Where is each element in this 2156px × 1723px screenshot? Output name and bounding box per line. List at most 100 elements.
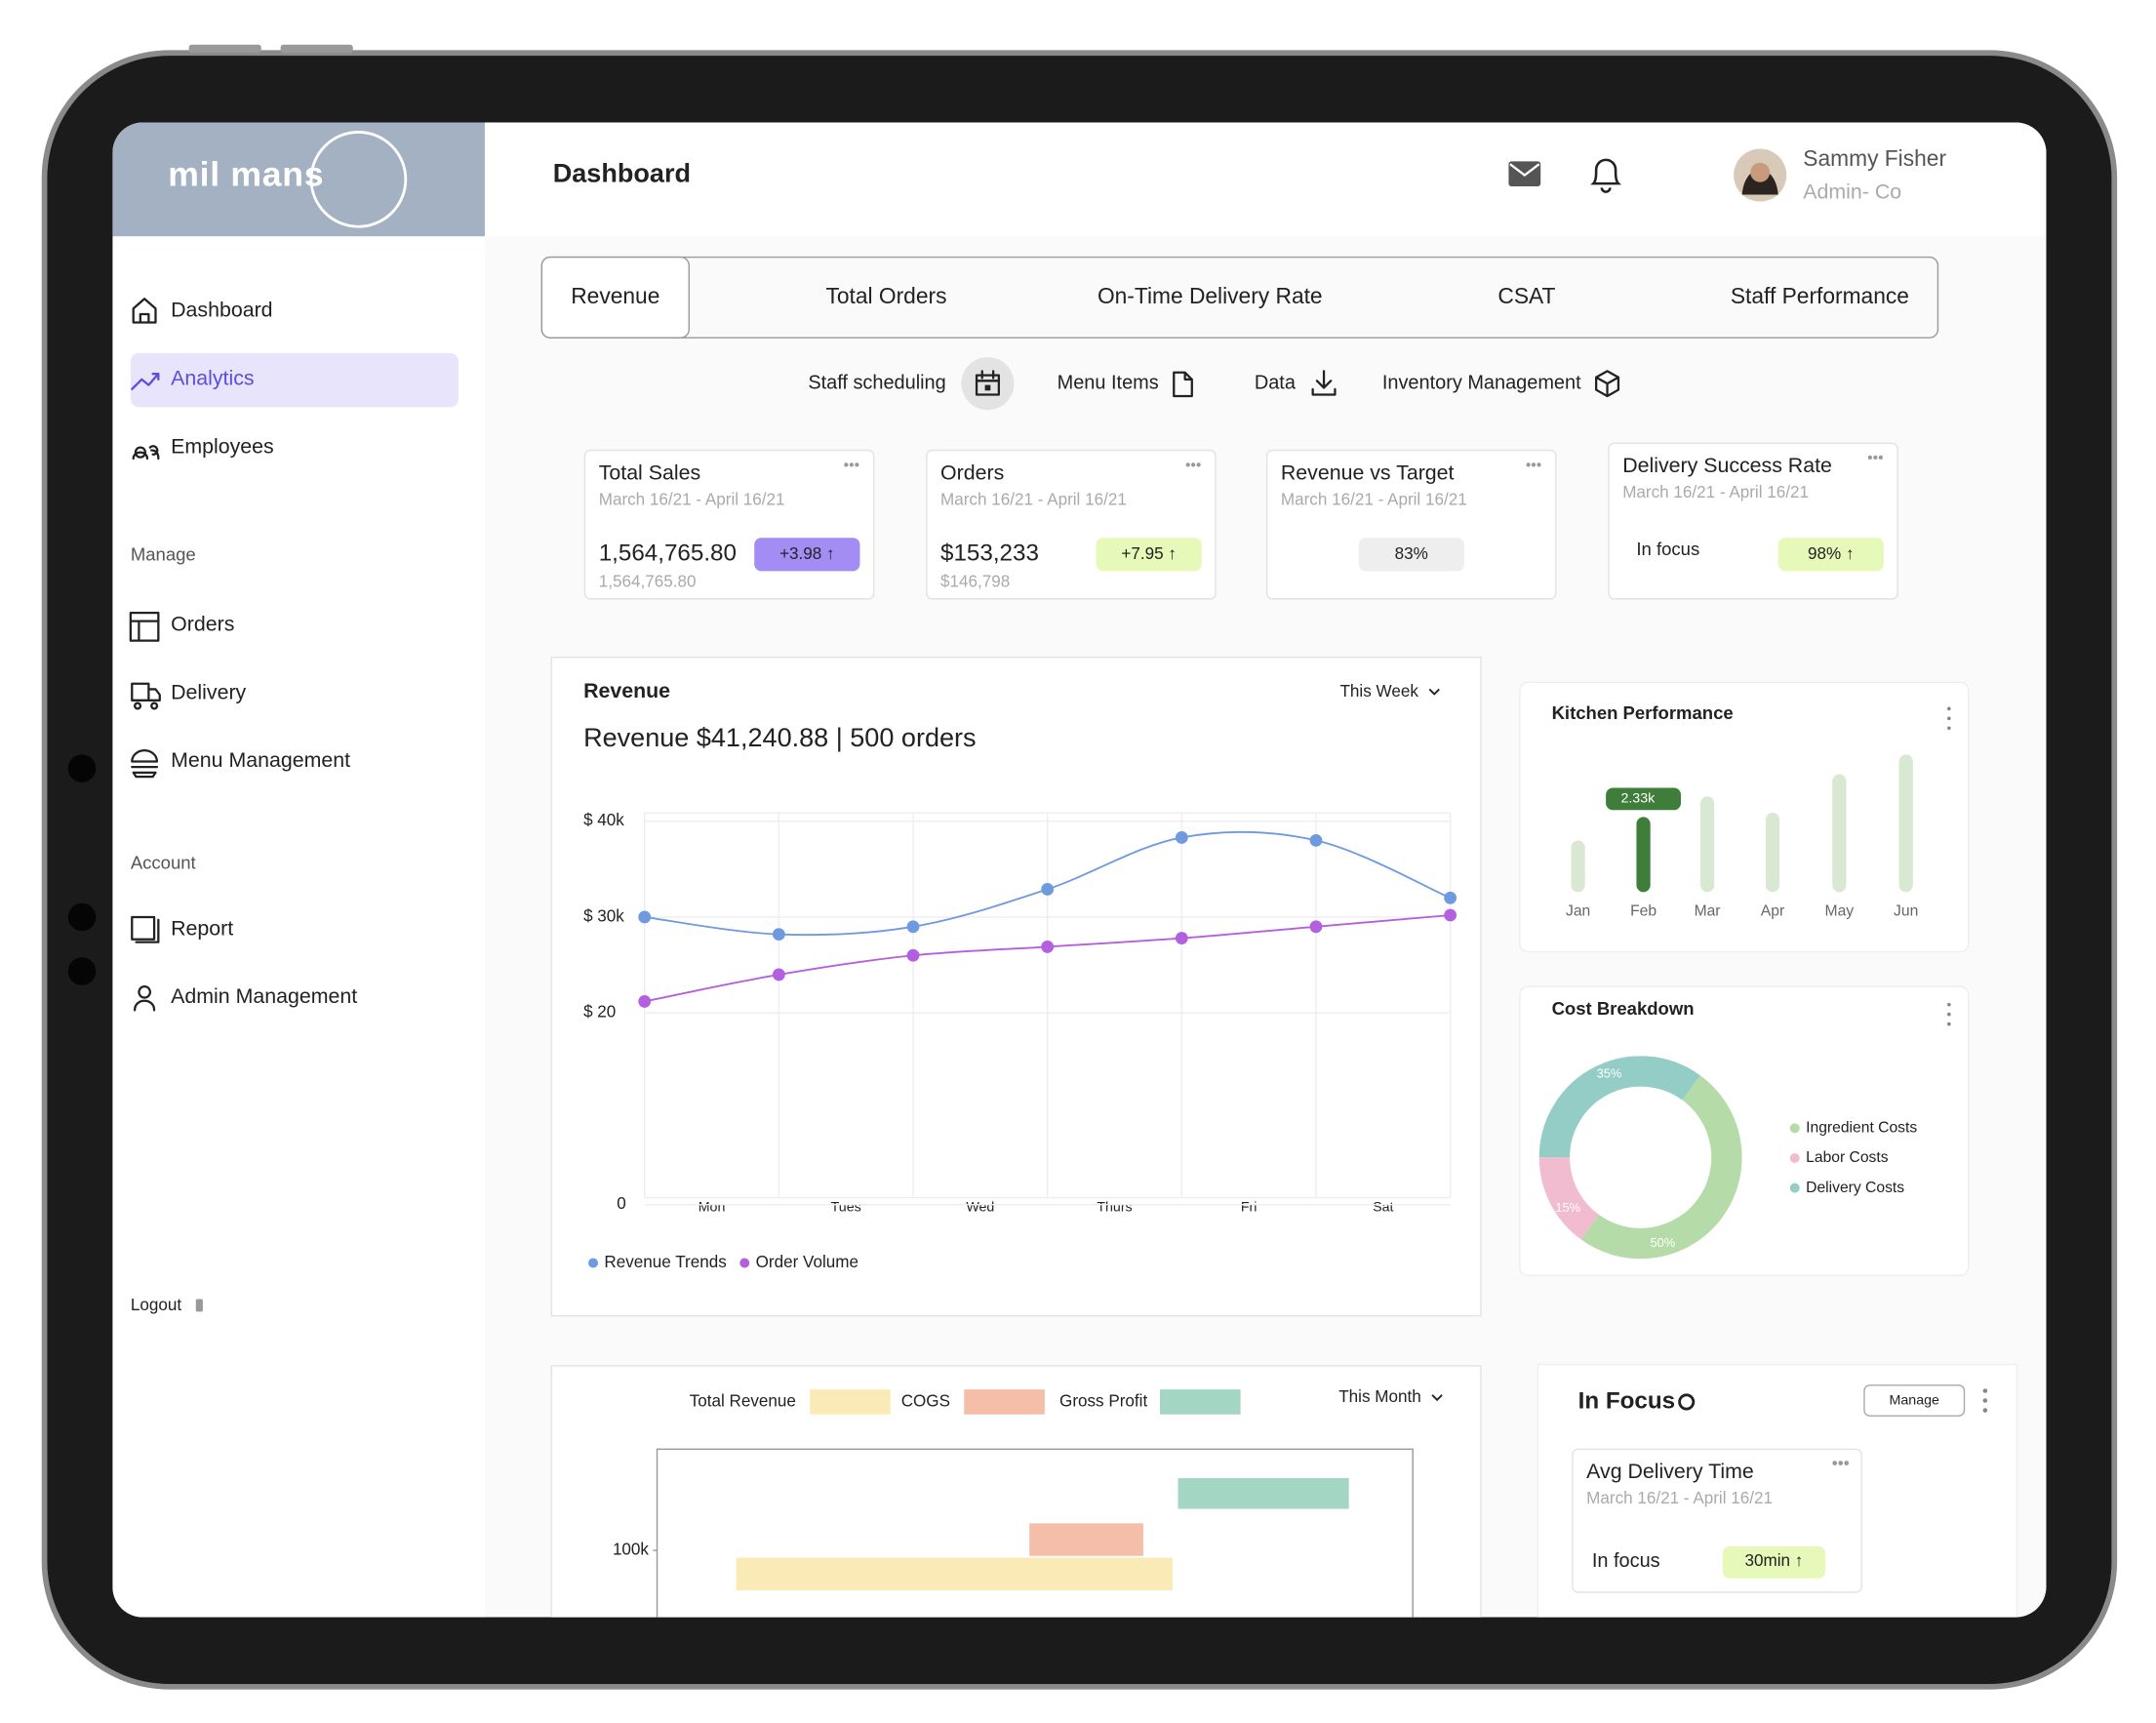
kpi-card xyxy=(1265,449,1557,600)
nav-item[interactable]: Analytics xyxy=(171,367,254,390)
x-tick-label: Tues xyxy=(831,1199,861,1215)
more[interactable]: ••• xyxy=(1867,450,1883,466)
more[interactable]: ••• xyxy=(1832,1455,1850,1473)
section-label: Account xyxy=(131,853,196,873)
bar xyxy=(1832,774,1847,893)
legend-label: COGS xyxy=(901,1391,950,1410)
menu-dot[interactable] xyxy=(1982,1388,1988,1393)
x-tick-label: Thurs xyxy=(1097,1199,1132,1215)
kpi-value: 1,564,765.80 xyxy=(599,541,737,567)
badge-text: +3.98 ↑ xyxy=(779,544,835,563)
bar xyxy=(1636,817,1651,893)
nav-item[interactable]: Admin Management xyxy=(171,984,357,1008)
tool[interactable]: Menu Items xyxy=(1058,372,1159,393)
x-tick-label: May xyxy=(1825,902,1855,919)
x-tick-label: Wed xyxy=(966,1199,994,1215)
badge-text: 30min ↑ xyxy=(1745,1551,1804,1570)
x-tick-label: Apr xyxy=(1761,902,1784,919)
tool[interactable]: Data xyxy=(1255,372,1297,393)
badge-text: 83% xyxy=(1395,544,1428,563)
chart-title: Kitchen Performance xyxy=(1552,702,1734,723)
kpi-label: In focus xyxy=(1636,539,1699,559)
legend-label: Labor Costs xyxy=(1806,1149,1889,1166)
manage-button[interactable] xyxy=(1863,1384,1966,1417)
badge xyxy=(1358,538,1464,572)
legend-dot xyxy=(1789,1182,1800,1193)
range-bar xyxy=(1178,1477,1349,1509)
box-icon xyxy=(1595,370,1620,398)
more[interactable]: ••• xyxy=(1526,457,1541,473)
logout[interactable]: Logout xyxy=(131,1296,181,1314)
tab[interactable]: Total Orders xyxy=(825,283,946,308)
point xyxy=(638,910,652,924)
nav-item[interactable]: Employees xyxy=(171,434,274,458)
x-tick-label: Jun xyxy=(1894,902,1918,919)
nav-item[interactable]: Orders xyxy=(171,613,234,636)
nav-item[interactable]: Dashboard xyxy=(171,299,272,322)
calendar-dot xyxy=(984,384,991,391)
nav-item[interactable]: Menu Management xyxy=(171,748,350,772)
more[interactable]: ••• xyxy=(844,457,859,473)
x-tick-label: Mar xyxy=(1695,902,1721,919)
sensor xyxy=(67,957,97,985)
kitchen-card xyxy=(1519,681,1970,953)
calendar-icon xyxy=(975,370,1000,396)
bell-icon[interactable] xyxy=(1590,158,1622,193)
y-tick-label: $ 40k xyxy=(583,811,624,829)
bar xyxy=(1898,754,1913,893)
legend-label: Total Revenue xyxy=(690,1391,796,1410)
legend-label: Gross Profit xyxy=(1059,1391,1147,1410)
tab[interactable]: Revenue xyxy=(571,283,659,308)
slice-label: 35% xyxy=(1597,1065,1622,1080)
kpi-title: Revenue vs Target xyxy=(1281,461,1455,484)
menu-dot xyxy=(1946,716,1951,721)
legend-swatch xyxy=(810,1389,891,1415)
legend-swatch xyxy=(964,1389,1045,1415)
screen: mil mans Dashboard Analytics Employees M… xyxy=(112,122,2047,1618)
more[interactable]: ••• xyxy=(1185,457,1201,473)
file-icon xyxy=(1173,371,1193,398)
tab[interactable]: CSAT xyxy=(1497,283,1555,308)
tab[interactable]: On-Time Delivery Rate xyxy=(1098,283,1323,308)
report-icon xyxy=(131,915,160,943)
manage-label[interactable]: Manage xyxy=(1890,1392,1939,1408)
home-icon xyxy=(132,298,157,324)
badge xyxy=(754,538,860,572)
legend-label: Delivery Costs xyxy=(1806,1180,1904,1196)
point xyxy=(1041,941,1055,953)
donut-slice xyxy=(1538,1156,1600,1240)
nav-item[interactable]: Delivery xyxy=(171,680,246,703)
tool[interactable]: Inventory Management xyxy=(1382,372,1581,393)
period-select[interactable]: This Month xyxy=(1338,1387,1420,1406)
mail-flap xyxy=(1509,163,1540,177)
x-tick-label: Fri xyxy=(1241,1199,1258,1215)
focus-card-label: In focus xyxy=(1592,1550,1660,1572)
slice-label: 50% xyxy=(1651,1235,1676,1250)
kpi-date: March 16/21 - April 16/21 xyxy=(599,490,785,508)
range-bar xyxy=(1029,1523,1143,1556)
period-select[interactable]: This Week xyxy=(1340,682,1419,701)
chevron xyxy=(1431,1394,1443,1402)
legend-dot xyxy=(739,1258,750,1268)
value-label: 2.33k xyxy=(1620,791,1656,807)
bar xyxy=(1571,840,1585,893)
section-label: Manage xyxy=(131,544,196,565)
tool[interactable]: Staff scheduling xyxy=(808,372,945,393)
nav-item[interactable]: Report xyxy=(171,916,233,940)
chart-title: Revenue xyxy=(583,679,670,702)
legend-label: Order Volume xyxy=(756,1253,858,1271)
tool-icon-bg xyxy=(961,357,1015,411)
donut-slice xyxy=(1580,1075,1742,1259)
logout-icon xyxy=(195,1299,203,1312)
nav-active-bg xyxy=(130,352,459,408)
kpi-sub: 1,564,765.80 xyxy=(599,572,697,590)
point xyxy=(1309,833,1323,847)
value-label-bg xyxy=(1606,787,1682,811)
device-button xyxy=(280,44,353,54)
badge-text: +7.95 ↑ xyxy=(1121,544,1177,563)
orders-icon xyxy=(129,611,160,642)
menu-dot xyxy=(1946,726,1951,731)
kpi-row: Total Sales ••• March 16/21 - April 16/21 1… xyxy=(583,442,1898,600)
tab[interactable]: Staff Performance xyxy=(1731,283,1909,308)
